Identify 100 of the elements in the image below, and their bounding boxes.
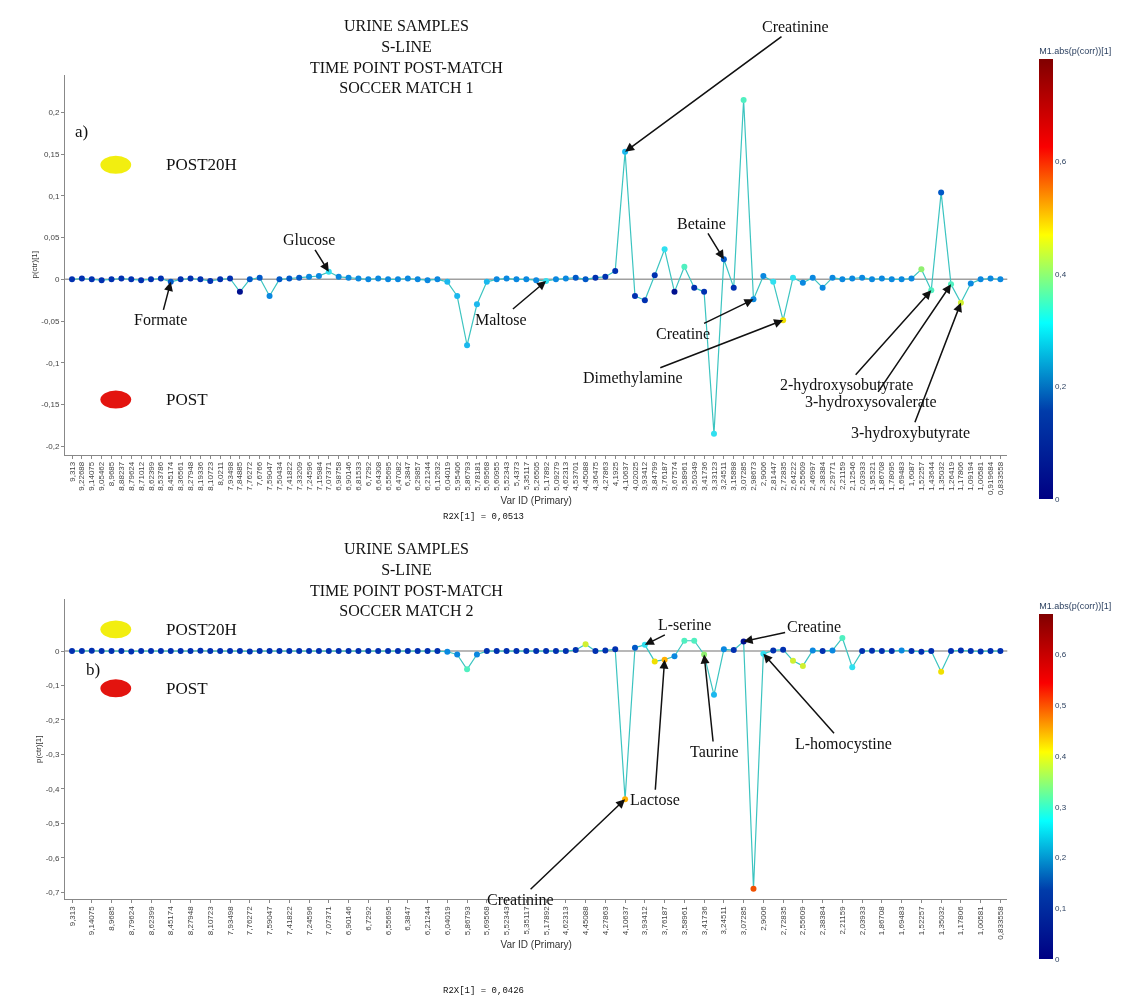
color-bar-title: M1.abs(p(corr))[1] [1039, 46, 1112, 57]
x-tick-label: 7,76272 [245, 905, 255, 936]
x-tick-label: 3,41736 [699, 905, 709, 936]
x-tick-label: 7,24596 [304, 905, 314, 936]
x-tick-label: 7,07371 [324, 461, 334, 491]
text: R2X[1] = 0,0513 [443, 512, 525, 522]
x-tick-label: 5,17892 [541, 905, 551, 936]
x-tick-label: 5,69568 [482, 905, 492, 936]
y-tick-label: -0,1 [45, 681, 61, 691]
x-tick-label: 5,35117 [521, 905, 531, 935]
annotation: Betaine [677, 215, 726, 232]
x-tick-label: 2,21159 [837, 461, 847, 491]
x-tick-label: 4,10637 [620, 461, 630, 491]
x-tick-label: 4,62313 [561, 905, 571, 936]
y-tick-label: -0,6 [45, 853, 61, 863]
x-tick-label: 1,52257 [916, 905, 926, 936]
x-tick-label: 6,90146 [344, 905, 354, 936]
x-tick-label: 8,10723 [205, 461, 215, 491]
x-tick-label: 4,45088 [581, 461, 591, 491]
x-tick-label: 8,62399 [146, 461, 156, 491]
color-bar-label: 0 [1055, 954, 1061, 964]
x-tick-label: 6,3847 [403, 905, 413, 931]
x-tick-label: 7,84885 [235, 461, 245, 491]
x-tick-label: 6,7292 [363, 905, 373, 931]
color-bar-label: 0,2 [1055, 853, 1067, 863]
x-tick-label: 2,55609 [798, 461, 808, 491]
x-tick-label: 1,17806 [956, 461, 966, 491]
x-tick-label: 4,1925 [610, 461, 620, 487]
x-tick-label: 5,60955 [492, 461, 502, 491]
x-tick-label: 5,52343 [502, 905, 512, 936]
x-tick-label: 1,17806 [956, 905, 966, 936]
x-tick-label: 1,09194 [966, 461, 976, 491]
annotation: POST [166, 679, 209, 698]
y-tick-label: 0 [55, 275, 61, 285]
annotation: Glucose [283, 231, 336, 248]
x-tick-label: 5,4373 [512, 461, 522, 487]
x-tick-label: 3,24511 [719, 461, 729, 491]
y-tick-label: -0,2 [45, 715, 61, 725]
annotation: L-serine [658, 616, 712, 633]
x-tick-label: 6,98758 [334, 461, 344, 491]
x-tick-label: 4,02025 [630, 461, 640, 491]
x-tick-label: 8,9685 [107, 905, 117, 931]
x-tick-label: 7,33209 [294, 461, 304, 491]
y-tick-label: 0,05 [43, 233, 61, 243]
x-tick-label: 4,27863 [600, 461, 610, 491]
x-tick-label: 8,79624 [126, 905, 136, 936]
x-tick-label: 3,76187 [660, 905, 670, 936]
x-tick-label: 9,05462 [97, 461, 107, 491]
x-tick-label: 8,45174 [166, 461, 176, 491]
x-tick-label: 2,9006 [758, 905, 768, 931]
annotation: Dimethylamine [583, 369, 683, 387]
x-tick-label: 5,78181 [472, 461, 482, 491]
x-tick-label: 8,71012 [136, 461, 146, 491]
x-tick-label: 7,15984 [314, 461, 324, 491]
y-axis-title: p(ctr)[1] [29, 250, 39, 279]
x-tick-label: 7,41822 [284, 461, 294, 491]
x-tick-label: 3,58961 [679, 461, 689, 491]
x-tick-label: 3,84799 [650, 461, 660, 491]
x-tick-label: 7,76272 [245, 461, 255, 491]
x-tick-label: 1,43644 [926, 461, 936, 491]
x-tick-label: 9,14075 [87, 905, 97, 936]
x-tick-label: 2,81447 [768, 461, 778, 491]
x-tick-label: 5,52343 [502, 461, 512, 491]
x-tick-label: 4,10637 [620, 905, 630, 936]
x-tick-label: 1,69483 [897, 461, 907, 491]
x-tick-label: 0,833558 [996, 905, 1005, 940]
annotation: L-homocystine [795, 735, 892, 753]
y-tick-label: 0,2 [48, 108, 61, 118]
x-tick-label: 8,62399 [146, 905, 156, 936]
x-tick-label: 8,9685 [107, 461, 117, 487]
x-tick-label: 1,95321 [867, 461, 877, 491]
y-tick-label: -0,3 [45, 750, 61, 760]
x-tick-label: 3,24511 [719, 905, 729, 935]
x-tick-label: 1,00581 [976, 461, 986, 491]
x-tick-label: 8,27948 [186, 461, 196, 491]
y-tick-label: -0,5 [45, 819, 61, 829]
x-axis-title: Var ID (Primary) [500, 939, 572, 951]
x-tick-label: 3,41736 [699, 461, 709, 491]
x-tick-label: 5,86793 [462, 461, 472, 491]
color-bar-label: 0 [1055, 495, 1061, 505]
y-tick-label: 0,15 [43, 149, 61, 159]
x-tick-label: 7,41822 [284, 905, 294, 936]
annotation: Lactose [630, 791, 680, 808]
x-tick-label: 3,33123 [709, 461, 719, 491]
x-tick-label: 6,7292 [363, 461, 373, 487]
x-tick-label: 2,38384 [818, 461, 828, 491]
color-bar-label: 0,1 [1055, 904, 1067, 914]
x-tick-label: 1,86708 [877, 905, 887, 936]
annotation: b) [86, 660, 101, 679]
x-tick-label: 6,55695 [383, 905, 393, 936]
x-tick-label: 1,52257 [916, 461, 926, 491]
annotation: POST20H [166, 155, 237, 174]
x-tick-label: 8,0211 [215, 461, 225, 486]
x-tick-label: 3,50349 [689, 461, 699, 491]
x-tick-label: 7,6766 [255, 461, 265, 487]
x-tick-label: 2,64222 [788, 461, 798, 491]
x-tick-label: 2,72835 [778, 461, 788, 491]
y-tick-label: 0 [55, 646, 61, 656]
x-tick-label: 4,62313 [561, 461, 571, 491]
x-tick-label: 0,919684 [986, 461, 996, 496]
